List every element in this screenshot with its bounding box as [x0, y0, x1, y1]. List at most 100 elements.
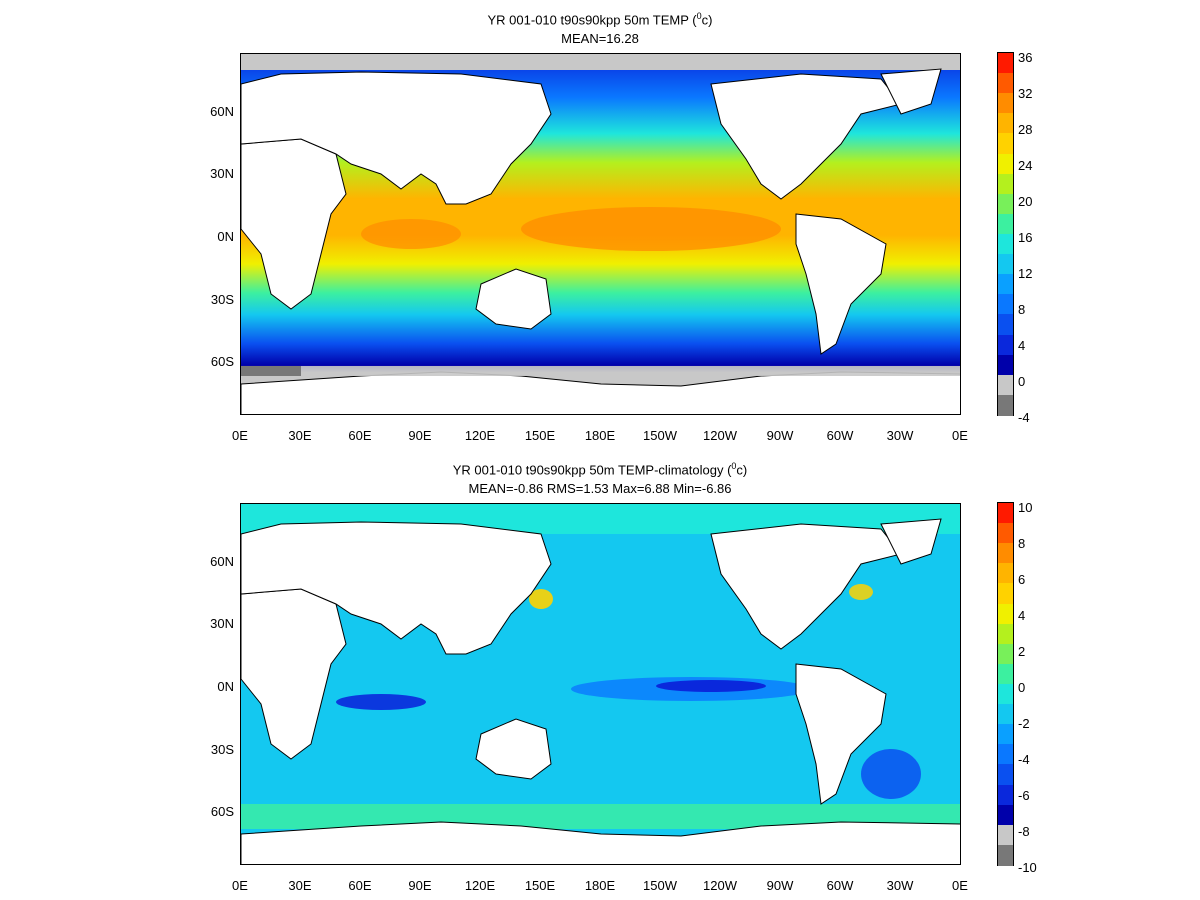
australia — [475, 718, 552, 780]
panel2-ylabel-60n: 60N — [210, 554, 234, 569]
panel1-ylabel-0n: 0N — [217, 229, 234, 244]
colorbar-swatch — [998, 213, 1013, 235]
colorbar-swatch — [998, 254, 1013, 276]
panel1-ylabel-30n: 30N — [210, 166, 234, 181]
panel2-xlabel: 120E — [464, 878, 496, 893]
panel1-cb-label: 12 — [1018, 266, 1033, 281]
panel2-cb-label: 0 — [1018, 680, 1026, 695]
colorbar-swatch — [998, 274, 1013, 296]
colorbar-swatch — [998, 93, 1013, 115]
panel1-cb-label: 4 — [1018, 338, 1026, 353]
panel1-xlabel: 120E — [464, 428, 496, 443]
panel1-xlabel: 30E — [288, 428, 312, 443]
panel1-xlabel: 120W — [703, 428, 737, 443]
warm-anomaly-kuroshio — [529, 589, 553, 609]
panel1-title: YR 001-010 t90s90kpp 50m TEMP (0c) — [0, 8, 1200, 28]
panel1-cb-label: 36 — [1018, 50, 1033, 65]
colorbar-swatch — [998, 53, 1013, 74]
north-america — [710, 523, 902, 650]
panel2-cb-label: -8 — [1018, 824, 1030, 839]
panel1-xlabel: 150W — [643, 428, 677, 443]
colorbar-swatch — [998, 73, 1013, 95]
panel1-cb-label: 28 — [1018, 122, 1033, 137]
south-america — [795, 663, 887, 805]
southern-ice — [241, 366, 960, 376]
arctic-ice — [241, 54, 960, 70]
panel2-xlabel: 60W — [826, 878, 854, 893]
colorbar-swatch — [998, 643, 1013, 665]
panel1-xlabel: 0E — [952, 428, 968, 443]
panel1-title-sup: 0 — [696, 11, 702, 21]
panel1-map — [240, 53, 961, 415]
colorbar-swatch — [998, 294, 1013, 316]
panel2-cb-label: 2 — [1018, 644, 1026, 659]
panel2-cb-label: 10 — [1018, 500, 1033, 515]
south-america — [795, 213, 887, 355]
panel1-cb-label: 20 — [1018, 194, 1033, 209]
panel2-ylabel-60s: 60S — [210, 804, 234, 819]
indian-warm — [361, 219, 461, 249]
panel1-xlabel: 180E — [584, 428, 616, 443]
cold-anomaly-indian — [336, 694, 426, 710]
panel2-xlabel: 30W — [886, 878, 914, 893]
eurasia — [241, 521, 552, 655]
panel2-xlabel: 150E — [524, 878, 556, 893]
panel2-cb-label: -10 — [1018, 860, 1037, 875]
panel1-cb-label: 8 — [1018, 302, 1026, 317]
colorbar-swatch — [998, 234, 1013, 255]
colorbar-swatch — [998, 334, 1013, 356]
panel1-subtitle: MEAN=16.28 — [561, 31, 639, 46]
colorbar-swatch — [998, 113, 1013, 135]
panel2-xlabel: 150W — [643, 878, 677, 893]
panel2-cb-label: -6 — [1018, 788, 1030, 803]
colorbar-swatch — [998, 354, 1013, 376]
panel2-xlabel: 120W — [703, 878, 737, 893]
panel2-colorbar — [997, 502, 1014, 866]
colorbar-swatch — [998, 784, 1013, 806]
colorbar-swatch — [998, 173, 1013, 195]
panel1-xlabel: 90E — [408, 428, 432, 443]
colorbar-swatch — [998, 764, 1013, 786]
panel2-map-svg — [241, 504, 960, 864]
panel2-xlabel: 90W — [766, 878, 794, 893]
colorbar-swatch — [998, 744, 1013, 766]
panel1-colorbar — [997, 52, 1014, 416]
colorbar-swatch — [998, 374, 1013, 396]
panel2-cb-label: 8 — [1018, 536, 1026, 551]
colorbar-swatch — [998, 153, 1013, 175]
greenland — [880, 68, 942, 115]
panel1-cb-label: -4 — [1018, 410, 1030, 425]
panel1-title-text: YR 001-010 t90s90kpp 50m TEMP ( — [487, 12, 697, 28]
colorbar-swatch — [998, 623, 1013, 645]
panel1-xlabel: 60W — [826, 428, 854, 443]
panel2-subtitle: MEAN=-0.86 RMS=1.53 Max=6.88 Min=-6.86 — [468, 481, 732, 496]
colorbar-swatch — [998, 503, 1013, 524]
panel1-map-svg — [241, 54, 960, 414]
panel2-xlabel: 0E — [232, 878, 248, 893]
colorbar-swatch — [998, 193, 1013, 215]
panel2-xlabel: 30E — [288, 878, 312, 893]
warm-anomaly-gulfstream — [849, 584, 873, 600]
panel1-ylabel-30s: 30S — [210, 292, 234, 307]
colorbar-swatch — [998, 394, 1013, 416]
panel2-ylabel-30s: 30S — [210, 742, 234, 757]
panel2-title: YR 001-010 t90s90kpp 50m TEMP-climatolog… — [0, 458, 1200, 478]
cold-core-pacific — [656, 680, 766, 692]
warm-pool — [521, 207, 781, 251]
colorbar-swatch — [998, 543, 1013, 565]
panel2-title-unit: c) — [736, 462, 748, 478]
panel2-cb-label: -4 — [1018, 752, 1030, 767]
cold-anomaly-atlantic — [861, 749, 921, 799]
colorbar-swatch — [998, 314, 1013, 336]
colorbar-swatch — [998, 523, 1013, 545]
colorbar-swatch — [998, 583, 1013, 605]
panel1-ylabel-60n: 60N — [210, 104, 234, 119]
panel1-title-unit: c) — [701, 12, 713, 28]
panel2-ylabel-0n: 0N — [217, 679, 234, 694]
colorbar-swatch — [998, 603, 1013, 625]
panel1-xlabel: 30W — [886, 428, 914, 443]
colorbar-swatch — [998, 563, 1013, 585]
north-america — [710, 73, 902, 200]
greenland — [880, 518, 942, 565]
panel1-xlabel: 150E — [524, 428, 556, 443]
